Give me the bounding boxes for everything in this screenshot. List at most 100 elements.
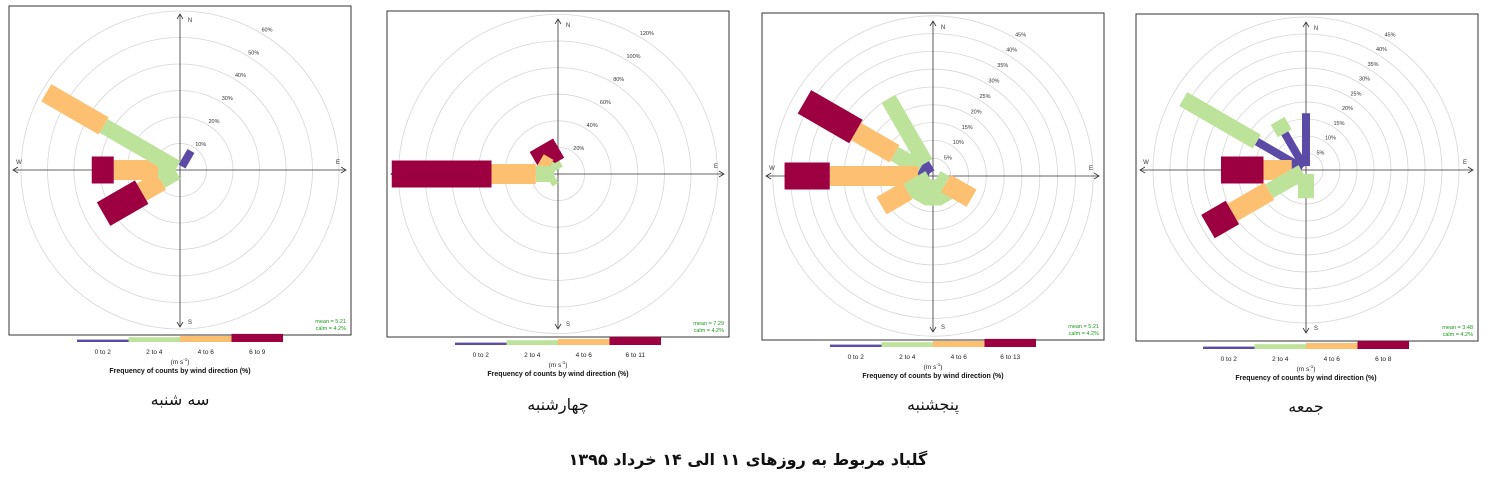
day-label: پنجشنبه	[907, 395, 959, 415]
ring-label: 20%	[209, 119, 220, 125]
paddle-segment	[136, 172, 166, 201]
ring-label: 120%	[640, 31, 654, 37]
legend-bin-label: 2 to 4	[1272, 356, 1289, 363]
legend-bin-label: 6 to 8	[1375, 356, 1392, 363]
units-label: (m s-1)	[171, 357, 190, 366]
legend-swatch	[77, 339, 129, 342]
ring-label: 60%	[600, 100, 611, 106]
arrowhead-n	[554, 18, 562, 25]
ring-label: 45%	[1015, 32, 1026, 38]
paddle-segment	[1270, 116, 1292, 138]
ring-label: 30%	[222, 96, 233, 102]
ring-label: 45%	[1385, 32, 1396, 38]
arrowhead-w	[765, 172, 772, 180]
calm-label: calm = 4.2%	[1443, 332, 1474, 338]
compass-label-w: W	[16, 160, 22, 166]
ring-label: 25%	[1351, 91, 1362, 97]
compass-label-s: S	[1314, 326, 1318, 332]
legend-bin-label: 2 to 4	[146, 349, 163, 356]
ring-label: 60%	[262, 27, 273, 33]
ring-label: 20%	[971, 109, 982, 115]
legend-bin-label: 6 to 13	[1000, 354, 1020, 361]
paddle-segment	[1201, 200, 1240, 239]
compass-label-w: W	[769, 166, 775, 172]
arrowhead-s	[929, 326, 937, 333]
arrowhead-s	[554, 323, 562, 330]
figure-caption: گلباد مربوط به روزهای ۱۱ الی ۱۴ خرداد ۱۳…	[569, 450, 928, 469]
units-label: (m s-1)	[1297, 364, 1316, 373]
compass-label-e: E	[714, 164, 718, 170]
paddle-segment	[922, 161, 935, 175]
legend-swatch	[128, 337, 180, 342]
legend-bin-label: 2 to 4	[899, 354, 916, 361]
paddle-segment	[178, 148, 195, 169]
paddle-segment	[96, 180, 149, 226]
ring-label: 10%	[953, 140, 964, 146]
mean-label: mean = 7.29	[693, 321, 724, 327]
ring-label: 50%	[248, 50, 259, 56]
ring-label: 40%	[587, 123, 598, 129]
calm-label: calm = 4.2%	[316, 326, 347, 332]
paddle-segment	[932, 171, 950, 191]
legend-bin-label: 0 to 2	[473, 352, 490, 359]
ring-label: 25%	[980, 94, 991, 100]
legend-swatch	[180, 336, 232, 342]
paddle-segment	[1179, 92, 1261, 149]
legend-bin-label: 4 to 6	[198, 349, 215, 356]
paddle-segment	[99, 118, 181, 175]
compass-label-s: S	[188, 320, 192, 326]
arrowhead-w	[12, 166, 19, 174]
paddle-segment	[41, 84, 109, 135]
mean-label: mean = 5.21	[1068, 324, 1099, 330]
legend-bin-label: 4 to 6	[951, 354, 968, 361]
paddle-segment	[797, 90, 863, 144]
paddle-segment	[544, 169, 559, 187]
legend-swatch	[455, 342, 507, 345]
arrowhead-e	[340, 166, 347, 174]
legend-bin-label: 0 to 2	[95, 349, 112, 356]
ring-label: 40%	[1376, 47, 1387, 53]
arrowhead-n	[1302, 21, 1310, 28]
compass-label-n: N	[566, 23, 570, 29]
ring-label: 10%	[1325, 136, 1336, 142]
paddle-segment	[850, 122, 900, 163]
frequency-axis-label: Frequency of counts by wind direction (%…	[862, 373, 1003, 380]
legend-swatch	[881, 342, 933, 347]
ring-label: 30%	[988, 79, 999, 85]
compass-label-e: E	[1463, 160, 1467, 166]
compass-label-w: W	[1143, 160, 1149, 166]
compass-label-n: N	[188, 18, 192, 24]
legend-swatch	[984, 338, 1036, 347]
frequency-axis-label: Frequency of counts by wind direction (%…	[1235, 375, 1376, 382]
legend-swatch	[609, 336, 661, 345]
mean-label: mean = 5.21	[315, 319, 346, 325]
frequency-axis-label: Frequency of counts by wind direction (%…	[487, 371, 628, 378]
legend-swatch	[830, 344, 882, 347]
ring-label: 80%	[613, 77, 624, 83]
legend-bin-label: 6 to 9	[249, 349, 266, 356]
ring-label: 35%	[1368, 62, 1379, 68]
ring-label: 20%	[1342, 106, 1353, 112]
compass-label-n: N	[941, 25, 945, 31]
paddle-segment	[1227, 182, 1275, 222]
legend-bin-label: 0 to 2	[848, 354, 865, 361]
ring-label: 35%	[997, 63, 1008, 69]
arrowhead-n	[929, 20, 937, 27]
legend-swatch	[506, 340, 558, 345]
arrowhead-s	[176, 321, 184, 328]
ring-label: 5%	[944, 156, 952, 162]
day-label: سه شنبه	[151, 390, 210, 409]
day-label: چهارشنبه	[527, 395, 589, 415]
compass-label-e: E	[336, 160, 340, 166]
legend-swatch	[1357, 340, 1409, 349]
arrowhead-s	[1302, 327, 1310, 334]
legend-bin-label: 0 to 2	[1221, 356, 1238, 363]
legend-swatch	[1254, 344, 1306, 349]
calm-label: calm = 4.2%	[1069, 331, 1100, 337]
ring-label: 5%	[1317, 150, 1325, 156]
paddle-segment	[1265, 165, 1307, 199]
calm-label: calm = 4.2%	[694, 328, 725, 334]
